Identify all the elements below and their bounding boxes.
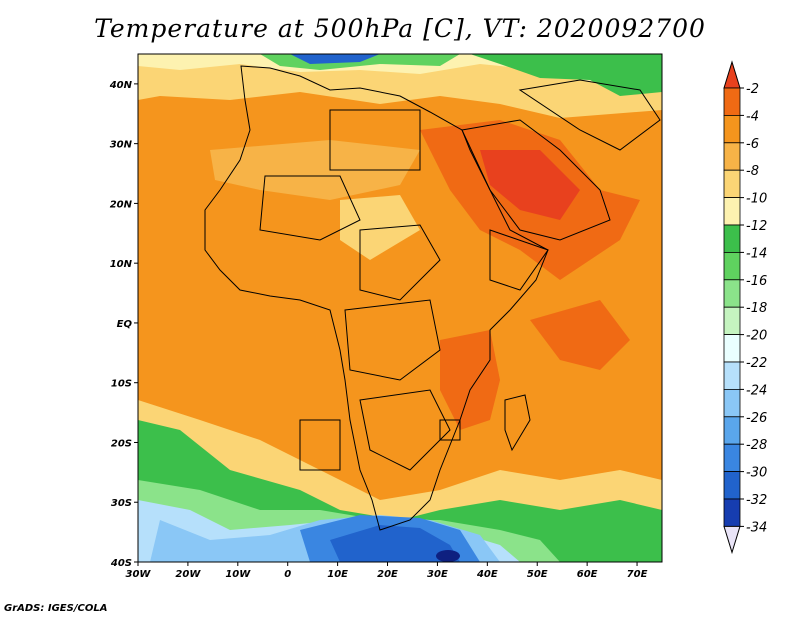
y-tick-label: 30N [110,140,133,151]
x-tick-label: 0 [284,569,291,580]
x-tick-label: 50E [527,569,548,580]
colorbar-label: -4 [746,109,759,124]
colorbar-label: -24 [746,383,767,398]
x-tick-label: 40E [476,569,498,580]
colorbar-swatch [723,251,741,281]
y-tick-label: 10N [110,259,133,270]
colorbar-swatch [723,279,741,308]
colorbar-swatch [723,87,741,116]
colorbar-swatch [723,416,741,445]
x-tick-label: 10E [327,569,348,580]
colorbar-bottom-arrow [723,525,741,555]
y-tick-label: 10S [111,379,132,390]
x-tick-label: 10W [225,569,251,580]
colorbar-swatch [723,361,741,390]
colorbar-label: -28 [746,438,767,453]
y-tick-label: 40N [109,80,133,91]
colorbar-label: -22 [746,356,767,371]
colorbar-swatch [723,224,741,253]
y-tick-label: 40S [110,558,132,569]
colorbar-swatch [723,197,741,226]
colorbar-top-arrow [723,60,741,89]
x-tick-label: 60E [577,569,598,580]
country-borders [204,65,661,531]
x-axis: 30W 20W 10W 0 10E 20E 30E 40E 50E 60E 70E [126,562,648,580]
colorbar-label: -26 [746,411,767,426]
y-tick-label: 30S [111,498,132,509]
colorbar: -2 -4 -6 -8 -10 -12 -14 -16 -18 -20 -22 -24 -26 -28 -3… [723,60,767,555]
colorbar-swatch [723,471,741,500]
y-tick-label: 20S [111,438,132,449]
plot-frame [137,53,663,563]
colorbar-swatch [723,498,741,527]
colorbar-label: -6 [746,137,759,152]
y-tick-label: 20N [110,199,133,210]
colorbar-label: -2 [746,82,759,97]
x-tick-label: 20W [175,569,201,580]
x-tick-label: 30W [126,569,152,580]
colorbar-swatch [723,306,741,336]
colorbar-label: -14 [746,246,767,261]
colorbar-swatch [723,388,741,418]
colorbar-label: -32 [746,493,767,508]
temperature-field [138,54,662,562]
colorbar-swatch [723,443,741,473]
colorbar-swatch [723,169,741,198]
grads-credit: GrADS: IGES/COLA [4,603,108,614]
y-tick-label: EQ [117,319,133,330]
colorbar-swatch [723,115,741,144]
colorbar-label: -16 [746,274,767,289]
colorbar-swatch [723,142,741,171]
x-tick-label: 20E [377,569,398,580]
colorbar-label: -10 [746,192,767,207]
colorbar-swatch [723,334,741,363]
x-tick-label: 30E [427,569,448,580]
x-tick-label: 70E [627,569,648,580]
map-title: Temperature at 500hPa [C], VT: 202009270… [94,14,706,43]
colorbar-label: -30 [746,466,767,481]
colorbar-label: -18 [746,301,767,316]
colorbar-label: -12 [746,219,767,234]
colorbar-label: -20 [746,329,767,344]
y-axis: 40N 30N 20N 10N EQ 10S 20S 30S 40S [109,80,138,569]
colorbar-label: -8 [746,164,759,179]
colorbar-label: -34 [746,520,767,535]
